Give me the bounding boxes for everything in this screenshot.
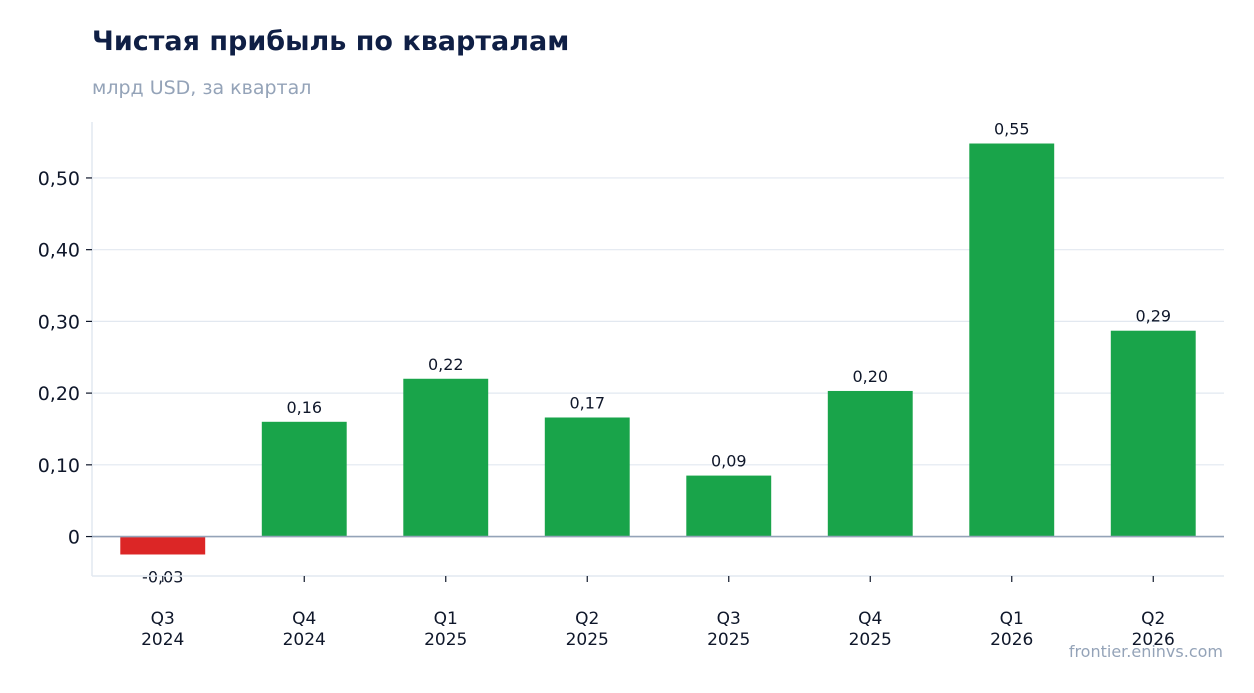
x-tick-label-quarter: Q2 <box>1141 609 1165 629</box>
x-tick-label-year: 2024 <box>283 630 326 650</box>
bar <box>120 536 206 555</box>
x-tick-label-quarter: Q2 <box>575 609 599 629</box>
x-tick-label-quarter: Q3 <box>151 609 175 629</box>
x-tick-label-year: 2026 <box>990 630 1033 650</box>
x-tick-label-year: 2025 <box>707 630 750 650</box>
x-tick-label-year: 2025 <box>849 630 892 650</box>
x-tick-label-quarter: Q1 <box>434 609 458 629</box>
y-tick-label: 0,10 <box>38 455 80 477</box>
data-label: 0,16 <box>286 398 322 417</box>
y-tick-label: 0,40 <box>38 240 80 262</box>
data-label: 0,55 <box>994 120 1030 139</box>
chart-subtitle: млрд USD, за квартал <box>92 77 312 99</box>
x-tick-label-quarter: Q1 <box>1000 609 1024 629</box>
bar <box>686 475 772 537</box>
bar <box>827 390 913 537</box>
y-tick-label: 0,30 <box>38 311 80 333</box>
bar <box>544 417 630 537</box>
bar <box>403 378 489 537</box>
x-tick-label-quarter: Q3 <box>717 609 741 629</box>
x-tick-label-quarter: Q4 <box>858 609 882 629</box>
data-label: 0,29 <box>1135 307 1171 326</box>
x-tick-label-year: 2025 <box>424 630 467 650</box>
data-label: 0,17 <box>569 393 605 412</box>
source-watermark: frontier.eninvs.com <box>1068 642 1223 661</box>
data-label: 0,09 <box>711 452 747 471</box>
x-tick-label-quarter: Q4 <box>292 609 316 629</box>
y-tick-label: 0,50 <box>38 168 80 190</box>
y-tick-label: 0 <box>68 527 80 549</box>
x-tick-label-year: 2024 <box>141 630 184 650</box>
x-tick-label-year: 2025 <box>566 630 609 650</box>
bar <box>261 421 347 537</box>
chart-title: Чистая прибыль по кварталам <box>92 26 570 57</box>
bar <box>1110 330 1196 537</box>
bar <box>969 143 1055 537</box>
data-label: 0,20 <box>852 367 888 386</box>
label-layer: -0,030,160,220,170,090,200,550,29 <box>142 120 1171 587</box>
y-tick-label: 0,20 <box>38 383 80 405</box>
axis-layer: 00,100,200,300,400,50Q32024Q42024Q12025Q… <box>38 122 1224 650</box>
data-label: 0,22 <box>428 355 464 374</box>
bar-layer <box>120 143 1196 555</box>
x-tick-label-year: 2026 <box>1132 630 1175 650</box>
